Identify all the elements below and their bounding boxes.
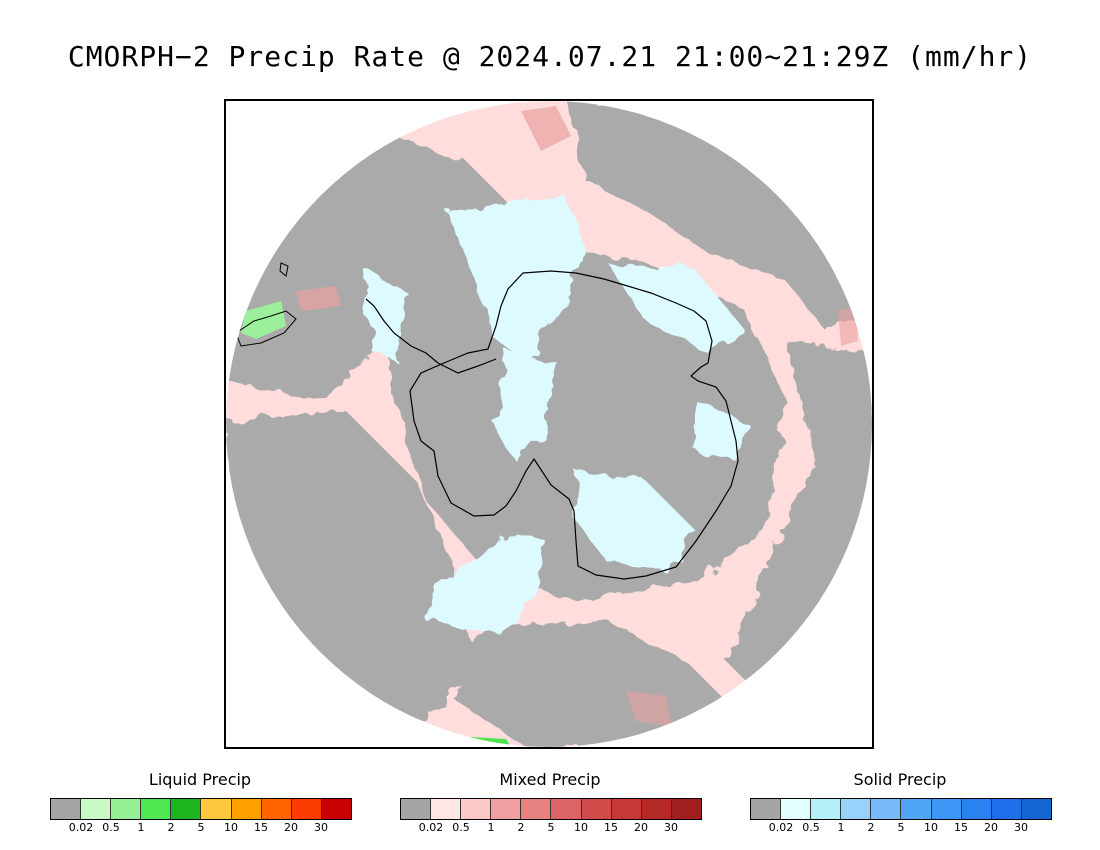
legend-tick-label: 15 xyxy=(604,821,618,834)
liquid-precip-legend: Liquid Precip 0.02 0.5 1 2 5 10 15 20 30 xyxy=(50,770,352,835)
legend-tick-label: 20 xyxy=(634,821,648,834)
legend-swatch xyxy=(901,799,932,819)
legend-tick-label: 20 xyxy=(284,821,298,834)
legend-tick-label: 0.02 xyxy=(768,821,794,834)
legend-tick-label: 1 xyxy=(487,821,495,834)
legend-swatch xyxy=(201,799,232,819)
legend-swatch xyxy=(611,799,642,819)
legend-tick-label: 5 xyxy=(197,821,205,834)
legend-swatch xyxy=(321,799,351,819)
legend-tick-label: 0.5 xyxy=(802,821,820,834)
legend-tick-label: 2 xyxy=(867,821,875,834)
legend-swatch xyxy=(141,799,172,819)
legend-tick-label: 15 xyxy=(254,821,268,834)
legend-tick-label: 0.02 xyxy=(68,821,94,834)
legend-tick-label: 30 xyxy=(1014,821,1028,834)
legend-swatch xyxy=(521,799,552,819)
legend-tick-labels: 0.02 0.5 1 2 5 10 15 20 30 xyxy=(50,821,352,835)
legend-swatch xyxy=(751,799,782,819)
legend-tick-label: 20 xyxy=(984,821,998,834)
legend-swatch xyxy=(811,799,842,819)
legend-swatch xyxy=(871,799,902,819)
legend-tick-labels: 0.02 0.5 1 2 5 10 15 20 30 xyxy=(400,821,702,835)
legend-swatch xyxy=(261,799,292,819)
legend-swatch xyxy=(431,799,462,819)
legend-swatch xyxy=(491,799,522,819)
legend-swatch xyxy=(231,799,262,819)
legend-swatch xyxy=(401,799,432,819)
legend-swatch xyxy=(81,799,112,819)
legend-swatch xyxy=(781,799,812,819)
legend-swatch xyxy=(171,799,202,819)
legend-swatch xyxy=(931,799,962,819)
legend-tick-label: 5 xyxy=(897,821,905,834)
map-title: CMORPH−2 Precip Rate @ 2024.07.21 21:00~… xyxy=(67,40,1033,73)
legend-swatch xyxy=(961,799,992,819)
legend-tick-label: 2 xyxy=(167,821,175,834)
heavier-mixed-streaks xyxy=(296,106,858,726)
legend-color-bar xyxy=(50,798,352,820)
south-america-coastline xyxy=(235,262,297,347)
legend-tick-label: 1 xyxy=(837,821,845,834)
legend-swatch xyxy=(841,799,872,819)
legend-tick-labels: 0.02 0.5 1 2 5 10 15 20 30 xyxy=(750,821,1052,835)
legend-title: Solid Precip xyxy=(853,770,947,789)
legend-swatch xyxy=(671,799,701,819)
legend-tick-label: 5 xyxy=(547,821,555,834)
legend-tick-label: 10 xyxy=(924,821,938,834)
legend-swatch xyxy=(1021,799,1051,819)
legend-color-bar xyxy=(400,798,702,820)
legend-tick-label: 2 xyxy=(517,821,525,834)
solid-precip-areas xyxy=(366,196,746,631)
legend-swatch xyxy=(581,799,612,819)
legend-color-bar xyxy=(750,798,1052,820)
legend-swatch xyxy=(641,799,672,819)
legend-swatch xyxy=(111,799,142,819)
legend-swatch xyxy=(991,799,1022,819)
legend-tick-label: 1 xyxy=(137,821,145,834)
legend-tick-label: 0.02 xyxy=(418,821,444,834)
precip-map xyxy=(226,101,872,747)
legend-swatch xyxy=(461,799,492,819)
antarctica-coastline xyxy=(365,270,739,580)
map-frame xyxy=(224,99,874,749)
legend-title: Liquid Precip xyxy=(148,770,252,789)
legend-tick-label: 0.5 xyxy=(452,821,470,834)
legend-tick-label: 30 xyxy=(314,821,328,834)
legend-tick-label: 15 xyxy=(954,821,968,834)
legend-tick-label: 0.5 xyxy=(102,821,120,834)
mixed-precip-legend: Mixed Precip 0.02 0.5 1 2 5 10 15 20 30 xyxy=(400,770,702,835)
solid-precip-legend: Solid Precip 0.02 0.5 1 2 5 10 15 20 30 xyxy=(750,770,1052,835)
legend-swatch xyxy=(551,799,582,819)
legend-tick-label: 10 xyxy=(224,821,238,834)
legend-title: Mixed Precip xyxy=(499,770,601,789)
legend-swatch xyxy=(51,799,82,819)
legend-tick-label: 30 xyxy=(664,821,678,834)
legend-tick-label: 10 xyxy=(574,821,588,834)
legend-swatch xyxy=(291,799,322,819)
